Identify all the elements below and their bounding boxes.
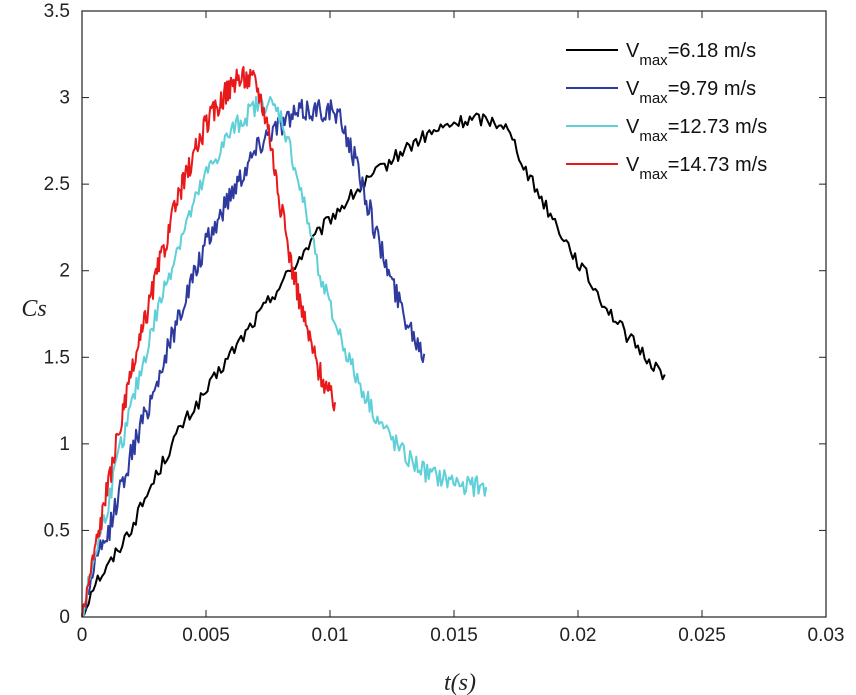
x-tick-label: 0.02 — [560, 625, 597, 646]
series-group — [81, 65, 666, 618]
plot-area — [82, 11, 826, 617]
legend-label: Vmax=12.73 m/s — [626, 116, 767, 145]
legend-label: Vmax=9.79 m/s — [626, 78, 756, 107]
legend-label: Vmax=6.18 m/s — [626, 40, 756, 69]
x-tick-label: 0.03 — [808, 625, 845, 646]
series-line-1 — [81, 112, 666, 618]
y-tick-label: 1.5 — [44, 347, 70, 368]
x-tick-label: 0 — [77, 625, 88, 646]
axes: 0 0.005 0.01 0.015 0.02 0.025 0.03 0 0.5 1 1.5 2 2.5… — [44, 1, 845, 646]
series-line-3 — [81, 95, 488, 618]
x-axis-title: t(s) — [444, 670, 476, 695]
y-tick-label: 1 — [59, 434, 70, 455]
y-tick-label: 2.5 — [44, 174, 70, 195]
series-line-4 — [81, 65, 336, 618]
plot-background — [82, 11, 826, 617]
y-axis-title: Cs — [21, 296, 46, 322]
legend: Vmax=6.18 m/s Vmax=9.79 m/s Vmax=12.73 m/s… — [566, 40, 767, 183]
y-tick-label: 3 — [59, 88, 70, 109]
y-tick-label: 2 — [59, 261, 70, 282]
y-tick-label: 0 — [59, 607, 70, 628]
y-tick-label: 0.5 — [44, 520, 70, 541]
y-tick-label: 3.5 — [44, 1, 70, 22]
x-tick-label: 0.015 — [430, 625, 478, 646]
legend-label: Vmax=14.73 m/s — [626, 154, 767, 183]
x-tick-label: 0.025 — [678, 625, 726, 646]
series-line-2 — [81, 98, 426, 618]
x-tick-label: 0.01 — [312, 625, 349, 646]
x-tick-label: 0.005 — [182, 625, 230, 646]
